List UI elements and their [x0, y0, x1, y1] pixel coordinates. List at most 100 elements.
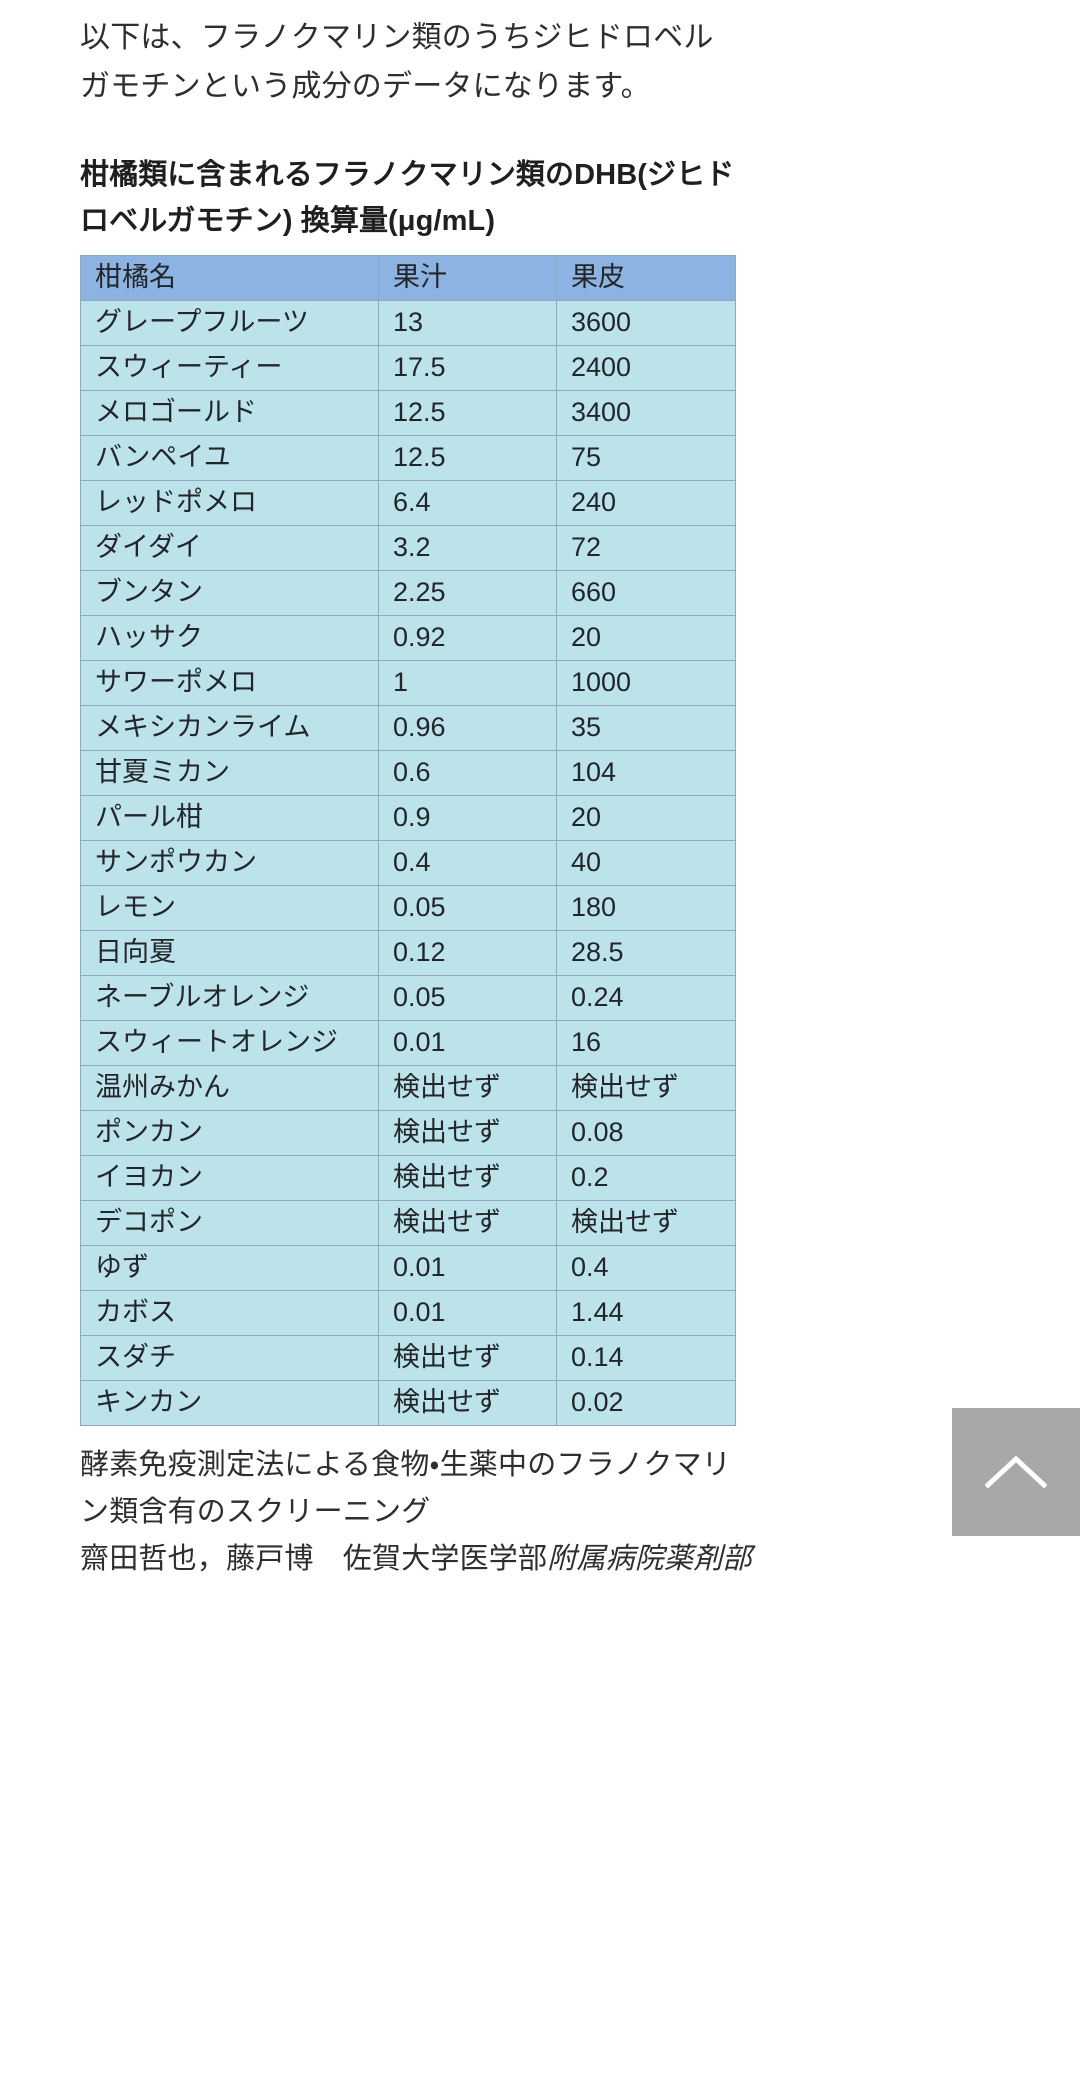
table-row: ゆず 0.01 0.4 — [80, 1244, 736, 1291]
peel-value-cell: 20 — [556, 614, 736, 661]
juice-value-cell: 検出せず — [378, 1109, 557, 1156]
juice-value-cell: 0.96 — [378, 704, 557, 751]
table-header-row: 柑橘名 果汁 果皮 — [80, 254, 736, 301]
peel-value-cell: 104 — [556, 749, 736, 796]
peel-value-cell: 28.5 — [556, 929, 736, 976]
juice-value-cell: 12.5 — [378, 434, 557, 481]
juice-value-cell: 6.4 — [378, 479, 557, 526]
table-body: グレープフルーツ 13 3600 スウィーティー 17.5 2400 メロゴールド 12.5 3… — [80, 299, 736, 1426]
peel-value-cell: 72 — [556, 524, 736, 571]
peel-value-cell: 検出せず — [556, 1199, 736, 1246]
citrus-name-cell: ハッサク — [80, 614, 379, 661]
table-row: キンカン 検出せず 0.02 — [80, 1379, 736, 1426]
juice-value-cell: 検出せず — [378, 1334, 557, 1381]
juice-value-cell: 0.01 — [378, 1244, 557, 1291]
juice-value-cell: 0.01 — [378, 1289, 557, 1336]
citrus-name-cell: ネーブルオレンジ — [80, 974, 379, 1021]
table-row: パール柑 0.9 20 — [80, 794, 736, 841]
footnote-authors-text: 齋田哲也，藤戸博 佐賀大学医学部 — [80, 1542, 548, 1575]
table-row: ハッサク 0.92 20 — [80, 614, 736, 661]
citrus-name-cell: グレープフルーツ — [80, 299, 379, 346]
peel-value-cell: 0.24 — [556, 974, 736, 1021]
intro-paragraph: 以下は、フラノクマリン類のうちジヒドロベルガモチンという成分のデータになります。 — [80, 21, 714, 103]
table-row: ダイダイ 3.2 72 — [80, 524, 736, 571]
table-row: カボス 0.01 1.44 — [80, 1289, 736, 1336]
peel-value-cell: 35 — [556, 704, 736, 751]
citrus-name-cell: レモン — [80, 884, 379, 931]
table-row: ポンカン 検出せず 0.08 — [80, 1109, 736, 1156]
table-row: サンポウカン 0.4 40 — [80, 839, 736, 886]
table-row: スダチ 検出せず 0.14 — [80, 1334, 736, 1381]
citrus-name-cell: 日向夏 — [80, 929, 379, 976]
table-row: 甘夏ミカン 0.6 104 — [80, 749, 736, 796]
citrus-name-cell: メキシカンライム — [80, 704, 379, 751]
juice-value-cell: 12.5 — [378, 389, 557, 436]
juice-value-cell: 0.9 — [378, 794, 557, 841]
table-row: サワーポメロ 1 1000 — [80, 659, 736, 706]
footnote-authors: 齋田哲也，藤戸博 佐賀大学医学部附属病院薬剤部 — [80, 1536, 760, 1583]
peel-value-cell: 0.02 — [556, 1379, 736, 1426]
citrus-name-cell: レッドポメロ — [80, 479, 379, 526]
table-row: ネーブルオレンジ 0.05 0.24 — [80, 974, 736, 1021]
table-head: 柑橘名 果汁 果皮 — [80, 254, 736, 301]
scroll-to-top-button[interactable] — [952, 1408, 1080, 1536]
table-caption: 柑橘類に含まれるフラノクマリン類のDHB(ジヒドロベルガモチン) 換算量(μg/… — [80, 159, 735, 237]
juice-value-cell: 0.92 — [378, 614, 557, 661]
juice-value-cell: 0.4 — [378, 839, 557, 886]
juice-value-cell: 0.05 — [378, 974, 557, 1021]
citrus-name-cell: ブンタン — [80, 569, 379, 616]
furanocoumarin-dhb-table: 柑橘名 果汁 果皮 グレープフルーツ 13 3600 スウィーティー 17.5 2400 メ… — [80, 254, 736, 1426]
column-header-juice: 果汁 — [378, 254, 557, 301]
peel-value-cell: 0.4 — [556, 1244, 736, 1291]
juice-value-cell: 検出せず — [378, 1064, 557, 1111]
juice-value-cell: 0.05 — [378, 884, 557, 931]
citrus-name-cell: スウィートオレンジ — [80, 1019, 379, 1066]
citrus-name-cell: スウィーティー — [80, 344, 379, 391]
citrus-name-cell: サワーポメロ — [80, 659, 379, 706]
juice-value-cell: 1 — [378, 659, 557, 706]
citrus-name-cell: パール柑 — [80, 794, 379, 841]
peel-value-cell: 40 — [556, 839, 736, 886]
footnote-institution: 附属病院薬剤部 — [547, 1542, 752, 1575]
citrus-name-cell: スダチ — [80, 1334, 379, 1381]
table-row: レモン 0.05 180 — [80, 884, 736, 931]
table-row: レッドポメロ 6.4 240 — [80, 479, 736, 526]
peel-value-cell: 2400 — [556, 344, 736, 391]
juice-value-cell: 0.6 — [378, 749, 557, 796]
juice-value-cell: 17.5 — [378, 344, 557, 391]
table-row: スウィートオレンジ 0.01 16 — [80, 1019, 736, 1066]
juice-value-cell: 2.25 — [378, 569, 557, 616]
citrus-name-cell: ダイダイ — [80, 524, 379, 571]
table-row: 日向夏 0.12 28.5 — [80, 929, 736, 976]
juice-value-cell: 3.2 — [378, 524, 557, 571]
peel-value-cell: 0.08 — [556, 1109, 736, 1156]
citrus-name-cell: ゆず — [80, 1244, 379, 1291]
juice-value-cell: 検出せず — [378, 1379, 557, 1426]
peel-value-cell: 3600 — [556, 299, 736, 346]
table-row: 温州みかん 検出せず 検出せず — [80, 1064, 736, 1111]
peel-value-cell: 75 — [556, 434, 736, 481]
table-row: デコポン 検出せず 検出せず — [80, 1199, 736, 1246]
peel-value-cell: 検出せず — [556, 1064, 736, 1111]
juice-value-cell: 検出せず — [378, 1154, 557, 1201]
citrus-name-cell: バンペイユ — [80, 434, 379, 481]
table-row: イヨカン 検出せず 0.2 — [80, 1154, 736, 1201]
table-row: メロゴールド 12.5 3400 — [80, 389, 736, 436]
citrus-name-cell: カボス — [80, 1289, 379, 1336]
peel-value-cell: 660 — [556, 569, 736, 616]
source-footnote: 酵素免疫測定法による食物・生薬中のフラノクマリン類含有のスクリーニング 齋田哲也… — [80, 1426, 760, 1583]
citrus-name-cell: サンポウカン — [80, 839, 379, 886]
footnote-title: 酵素免疫測定法による食物・生薬中のフラノクマリン類含有のスクリーニング — [80, 1448, 732, 1528]
juice-value-cell: 0.12 — [378, 929, 557, 976]
citrus-name-cell: ポンカン — [80, 1109, 379, 1156]
peel-value-cell: 20 — [556, 794, 736, 841]
juice-value-cell: 検出せず — [378, 1199, 557, 1246]
column-header-name: 柑橘名 — [80, 254, 379, 301]
citrus-name-cell: キンカン — [80, 1379, 379, 1426]
table-row: グレープフルーツ 13 3600 — [80, 299, 736, 346]
peel-value-cell: 0.2 — [556, 1154, 736, 1201]
juice-value-cell: 13 — [378, 299, 557, 346]
citrus-name-cell: 温州みかん — [80, 1064, 379, 1111]
citrus-name-cell: メロゴールド — [80, 389, 379, 436]
citrus-name-cell: デコポン — [80, 1199, 379, 1246]
